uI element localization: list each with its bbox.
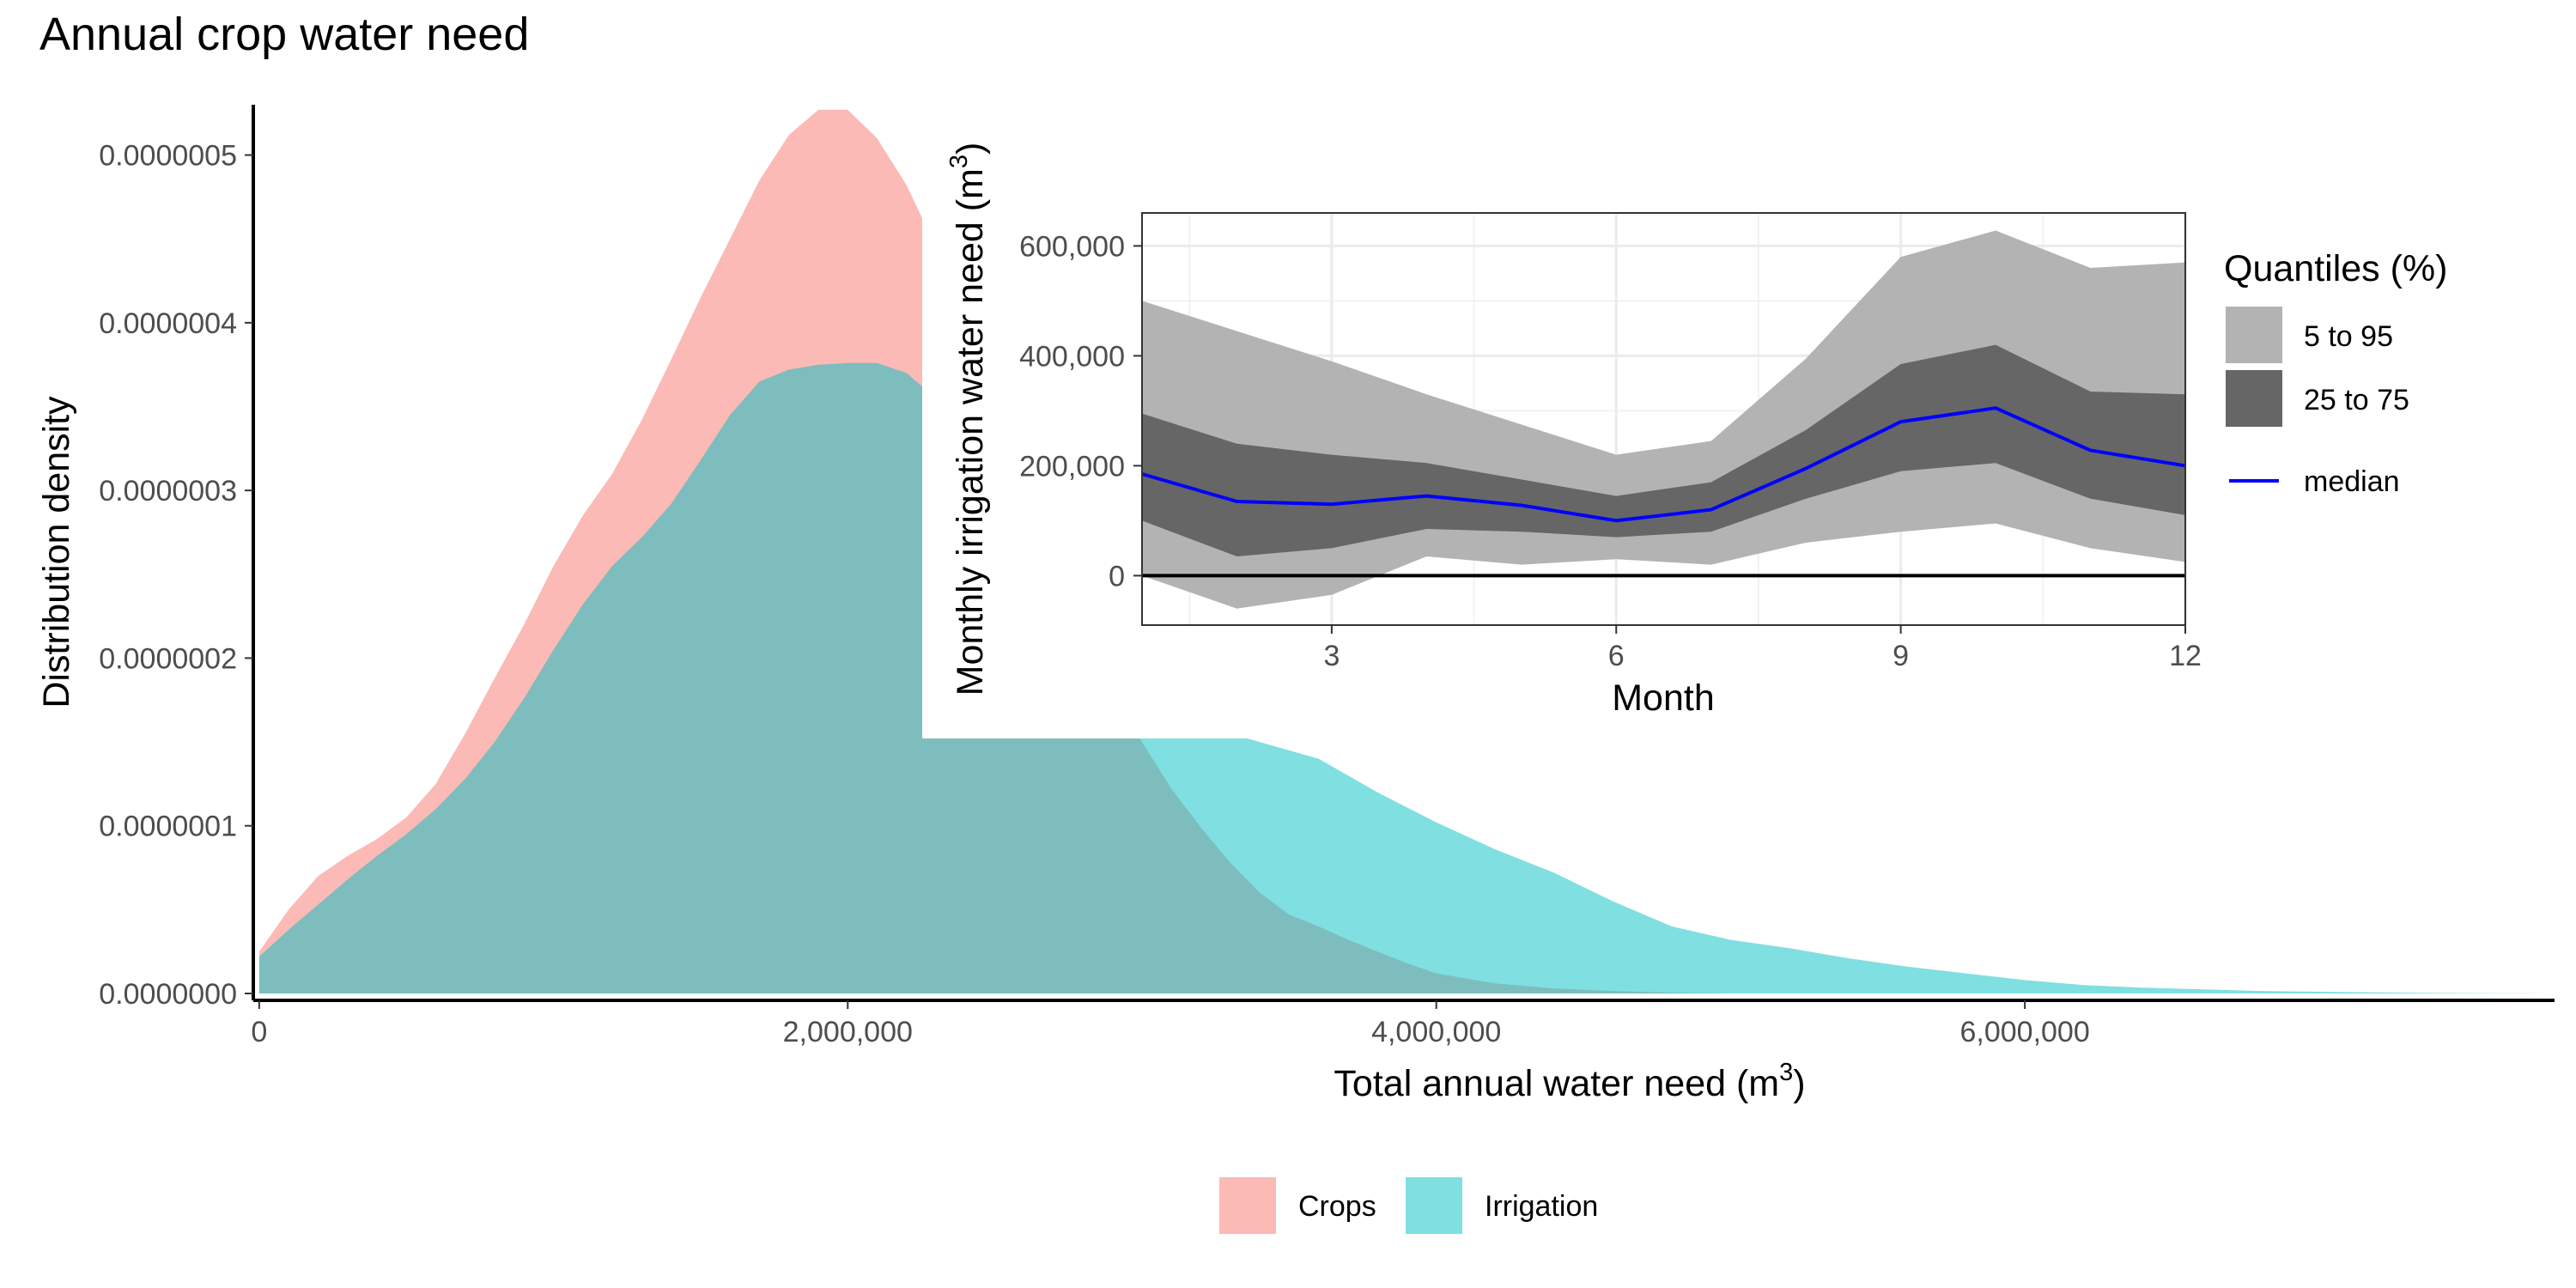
- main-legend: Crops Irrigation: [1219, 1177, 1598, 1234]
- inset-y-tick-label: 200,000: [1019, 450, 1125, 483]
- main-y-axis-title: Distribution density: [36, 396, 77, 708]
- main-x-tick-label: 4,000,000: [1371, 1016, 1501, 1048]
- inset-legend-title: Quantiles (%): [2224, 248, 2447, 289]
- inset-plot-border: [1141, 212, 2186, 626]
- inset-y-tick-label: 400,000: [1019, 340, 1125, 373]
- inset-y-tick-label: 600,000: [1019, 230, 1125, 263]
- chart-title: Annual crop water need: [39, 9, 529, 60]
- legend-key-5-95: [2226, 307, 2282, 363]
- main-y-tick-label: 0.0000003: [99, 475, 237, 507]
- legend-label-5-95: 5 to 95: [2304, 320, 2393, 353]
- main-x-tick-label: 2,000,000: [783, 1016, 913, 1048]
- median-line: [1141, 406, 2186, 523]
- inset-x-tick-label: 3: [1323, 640, 1340, 672]
- main-x-axis-title: Total annual water need (m3): [1334, 1059, 1805, 1104]
- main-y-tick-label: 0.0000004: [99, 307, 237, 340]
- main-y-tick-label: 0.0000005: [99, 140, 237, 173]
- legend-label-crops: Crops: [1298, 1190, 1376, 1223]
- main-y-tick-label: 0.0000001: [99, 811, 237, 843]
- inset-x-tick-label: 9: [1893, 640, 1909, 672]
- main-axis-ticks: 0.0000000 0.0000001 0.0000002 0.0000003 0.00…: [99, 140, 2089, 1048]
- inset-quantile-bands: [1141, 230, 2186, 609]
- legend-key-25-75: [2226, 370, 2282, 427]
- legend-label-irrigation: Irrigation: [1485, 1190, 1598, 1223]
- inset-legend: 5 to 95 25 to 75 median: [2226, 307, 2409, 498]
- inset-axis-ticks: 0 200,000 400,000 600,000 3 6 9 12: [1019, 230, 2202, 672]
- legend-label-25-75: 25 to 75: [2304, 384, 2409, 416]
- legend-key-irrigation: [1406, 1177, 1462, 1234]
- legend-label-median: median: [2304, 465, 2400, 498]
- inset-x-axis-title: Month: [1612, 677, 1715, 719]
- inset-y-axis-title: Monthly irrigation water need (m3): [945, 143, 991, 696]
- main-y-tick-label: 0.0000000: [99, 978, 237, 1011]
- main-y-tick-label: 0.0000002: [99, 642, 237, 675]
- legend-key-crops: [1219, 1177, 1276, 1234]
- density-area-irrigation: [258, 362, 2555, 993]
- main-x-tick-label: 0: [251, 1016, 267, 1048]
- inset-x-tick-label: 12: [2169, 640, 2202, 672]
- main-x-tick-label: 6,000,000: [1959, 1016, 2089, 1048]
- inset-x-tick-label: 6: [1608, 640, 1625, 672]
- quantile-band-25-75: [1142, 344, 2185, 556]
- inset-y-tick-label: 0: [1109, 560, 1125, 592]
